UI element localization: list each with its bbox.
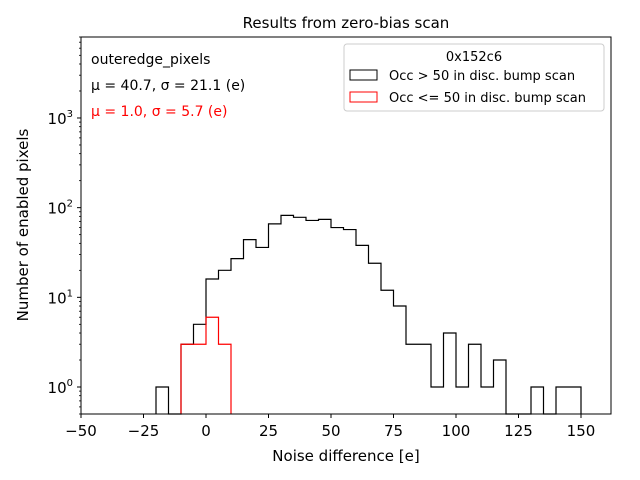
histogram-bin-series-1 — [531, 387, 544, 414]
stats-annotation-series-1: μ = 40.7, σ = 21.1 (e) — [91, 78, 245, 94]
x-tick-label: 150 — [567, 422, 596, 440]
histogram-bin-series-1 — [269, 224, 282, 414]
histogram-bin-series-1 — [294, 217, 307, 414]
histogram-bin-series-2 — [194, 344, 207, 414]
chart-title: Results from zero-bias scan — [243, 14, 450, 32]
y-tick-label: 101 — [48, 288, 73, 307]
histogram-bin-series-1 — [494, 360, 507, 414]
legend-box — [343, 43, 605, 112]
histogram-bin-series-1 — [556, 387, 569, 414]
histogram-bin-series-1 — [244, 240, 257, 414]
x-tick-label: 0 — [201, 422, 211, 440]
y-tick-label: 100 — [48, 378, 73, 397]
histogram-bin-series-1 — [406, 344, 419, 414]
histogram-series-2 — [180, 316, 232, 414]
histogram-bin-series-2 — [206, 317, 219, 414]
histogram-bin-series-1 — [344, 230, 357, 414]
histogram-bin-series-1 — [569, 387, 582, 414]
legend: 0x152c6 Occ > 50 in disc. bump scan Occ … — [343, 43, 605, 112]
histogram-bin-series-1 — [306, 220, 319, 414]
histogram-bin-series-1 — [394, 306, 407, 414]
x-axis-label: Noise difference [e] — [272, 447, 419, 465]
y-axis-ticks: 100 101 102 103 — [48, 36, 81, 415]
histogram-bin-series-2 — [181, 344, 194, 414]
legend-label-series-1: Occ > 50 in disc. bump scan — [389, 69, 575, 84]
x-tick-label: 100 — [442, 422, 471, 440]
x-tick-label: 50 — [321, 422, 340, 440]
histogram-bin-series-1 — [156, 387, 169, 414]
x-tick-label: −50 — [65, 422, 97, 440]
histogram-bin-series-1 — [331, 228, 344, 414]
y-tick-label: 102 — [48, 199, 73, 218]
x-axis-ticks: −50 −25 0 25 50 75 100 125 150 — [65, 414, 595, 440]
x-tick-label: 125 — [504, 422, 533, 440]
series-layer — [155, 214, 582, 415]
histogram-bin-series-1 — [281, 215, 294, 414]
histogram-bin-series-1 — [319, 219, 332, 414]
histogram-bin-series-1 — [356, 245, 369, 414]
legend-title: 0x152c6 — [446, 50, 502, 65]
histogram-bin-series-1 — [481, 387, 494, 414]
histogram-bin-series-1 — [431, 387, 444, 414]
legend-swatch-series-1 — [349, 69, 378, 81]
legend-swatch-series-2 — [349, 91, 378, 103]
y-tick-label: 103 — [48, 109, 73, 128]
histogram-bin-series-1 — [469, 344, 482, 414]
stats-annotation-series-2: μ = 1.0, σ = 5.7 (e) — [91, 104, 227, 120]
legend-label-series-2: Occ <= 50 in disc. bump scan — [389, 91, 586, 106]
x-tick-label: 75 — [384, 422, 403, 440]
histogram-bin-series-1 — [256, 247, 269, 414]
histogram-bin-series-1 — [444, 333, 457, 414]
histogram-bin-series-1 — [456, 387, 469, 414]
y-axis-label: Number of enabled pixels — [14, 128, 32, 321]
histogram-bin-series-1 — [369, 263, 382, 414]
histogram-bin-series-1 — [231, 259, 244, 414]
histogram-bin-series-2 — [219, 344, 232, 414]
category-annotation: outeredge_pixels — [91, 52, 210, 68]
axes-frame — [80, 36, 612, 415]
histogram-bin-series-1 — [419, 344, 432, 414]
histogram-series-1 — [155, 214, 582, 415]
x-tick-label: −25 — [128, 422, 160, 440]
x-tick-label: 25 — [259, 422, 278, 440]
histogram-bin-series-1 — [381, 290, 394, 414]
